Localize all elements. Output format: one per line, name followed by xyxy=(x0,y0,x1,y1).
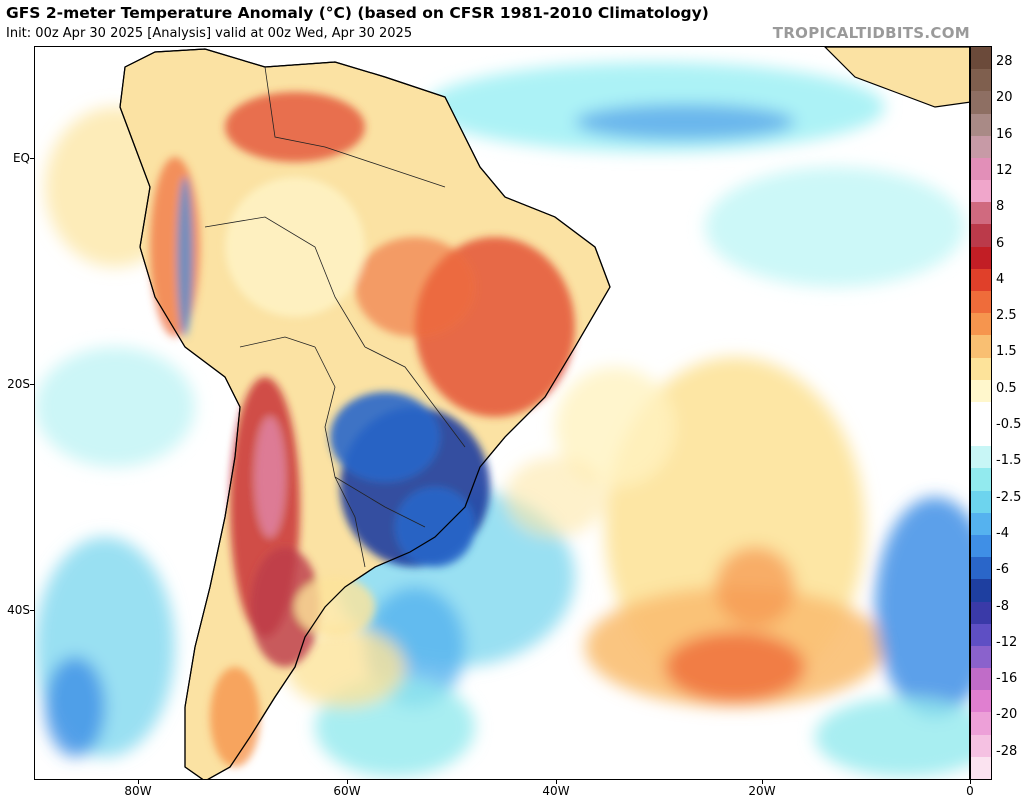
colorbar-segment xyxy=(971,357,991,381)
colorbar-segment xyxy=(971,535,991,558)
colorbar-segment xyxy=(971,601,991,625)
africa-landmass xyxy=(824,47,969,108)
colorbar-label: 12 xyxy=(996,162,1013,178)
lat-tick xyxy=(30,158,34,159)
lon-tick xyxy=(762,780,763,784)
colorbar-label: 6 xyxy=(996,235,1005,251)
colorbar-label: -16 xyxy=(996,671,1018,687)
colorbar-segment xyxy=(971,335,991,359)
colorbar-segment xyxy=(971,668,991,691)
colorbar-label: 2.5 xyxy=(996,308,1017,324)
lat-tick xyxy=(30,384,34,385)
colorbar-segment xyxy=(971,313,991,336)
brand-watermark: TROPICALTIDBITS.COM xyxy=(772,24,970,42)
colorbar-segment xyxy=(971,756,991,780)
colorbar-segment xyxy=(971,623,991,647)
colorbar-segment xyxy=(971,690,991,713)
land-anomaly-field xyxy=(150,92,575,767)
lat-label-20s: 20S xyxy=(7,377,30,391)
colorbar-segment xyxy=(971,47,991,70)
lat-tick xyxy=(30,610,34,611)
lat-label-40s: 40S xyxy=(7,603,30,617)
colorbar-label: 0.5 xyxy=(996,380,1017,396)
lon-label-80w: 80W xyxy=(124,784,152,798)
colorbar-label: -12 xyxy=(996,634,1018,650)
colorbar-label: 8 xyxy=(996,199,1005,215)
colorbar-label: 28 xyxy=(996,54,1013,69)
colorbar xyxy=(970,46,992,780)
lon-tick xyxy=(556,780,557,784)
colorbar-label: -6 xyxy=(996,562,1009,578)
colorbar-label: 4 xyxy=(996,271,1005,287)
colorbar-segment xyxy=(971,291,991,314)
coastline xyxy=(119,48,611,779)
colorbar-segment xyxy=(971,424,991,447)
country-borders xyxy=(204,66,466,568)
colorbar-label: -0.5 xyxy=(996,417,1022,432)
colorbar-segment xyxy=(971,69,991,92)
colorbar-segment xyxy=(971,712,991,736)
colorbar-segment xyxy=(971,246,991,270)
anomaly-map xyxy=(34,46,970,780)
colorbar-segment xyxy=(971,202,991,225)
lon-label-40w: 40W xyxy=(542,784,570,798)
colorbar-segment xyxy=(971,490,991,514)
colorbar-segment xyxy=(971,557,991,580)
lat-label-eq: EQ xyxy=(12,151,30,165)
colorbar-segment xyxy=(971,734,991,758)
colorbar-segment xyxy=(971,379,991,403)
colorbar-segment xyxy=(971,468,991,492)
colorbar-segment xyxy=(971,512,991,536)
colorbar-segment xyxy=(971,446,991,469)
chart-title: GFS 2-meter Temperature Anomaly (°C) (ba… xyxy=(6,4,709,22)
colorbar-segment xyxy=(971,401,991,425)
colorbar-label: -8 xyxy=(996,598,1009,614)
colorbar-segment xyxy=(971,135,991,159)
colorbar-segment xyxy=(971,180,991,203)
lon-label-0: 0 xyxy=(966,784,974,798)
colorbar-segment xyxy=(971,224,991,248)
map-canvas xyxy=(35,47,969,779)
colorbar-label: 1.5 xyxy=(996,344,1017,360)
colorbar-segment xyxy=(971,157,991,181)
colorbar-segment xyxy=(971,645,991,669)
init-valid-subtitle: Init: 00z Apr 30 2025 [Analysis] valid a… xyxy=(6,26,413,41)
ocean-anomaly-field xyxy=(35,62,969,777)
colorbar-label: -4 xyxy=(996,525,1009,541)
lon-tick xyxy=(347,780,348,784)
lon-label-20w: 20W xyxy=(748,784,776,798)
lon-label-60w: 60W xyxy=(333,784,361,798)
colorbar-label: -20 xyxy=(996,707,1018,723)
lon-tick xyxy=(138,780,139,784)
colorbar-segment xyxy=(971,113,991,137)
colorbar-segment xyxy=(971,268,991,292)
lon-tick xyxy=(970,780,971,784)
colorbar-segment xyxy=(971,91,991,115)
colorbar-label: -1.5 xyxy=(996,453,1022,469)
colorbar-label: 20 xyxy=(996,90,1013,106)
colorbar-segment xyxy=(971,579,991,603)
colorbar-label: -28 xyxy=(996,743,1018,759)
colorbar-label: 16 xyxy=(996,126,1013,142)
colorbar-label: -2.5 xyxy=(996,489,1022,505)
